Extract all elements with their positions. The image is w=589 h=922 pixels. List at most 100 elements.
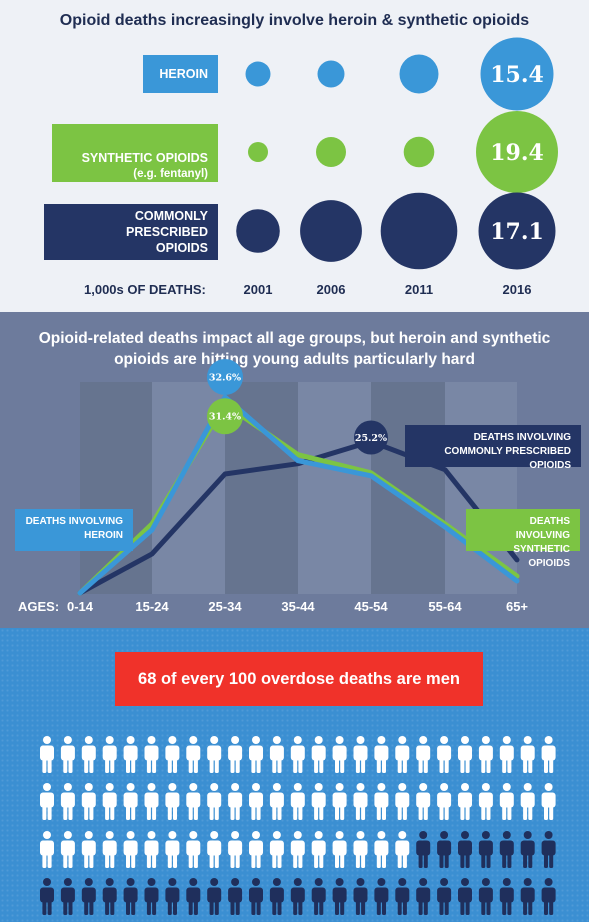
man-person-icon bbox=[458, 783, 472, 820]
bubble-0-2011 bbox=[399, 54, 439, 94]
age-band bbox=[298, 382, 371, 594]
man-person-icon bbox=[353, 736, 368, 773]
man-person-icon bbox=[207, 831, 222, 868]
age-tick-65plus: 65+ bbox=[505, 599, 529, 614]
man-person-icon bbox=[374, 831, 389, 868]
peak-marker-1 bbox=[207, 398, 243, 435]
woman-person-icon bbox=[478, 878, 493, 915]
man-person-icon bbox=[332, 783, 347, 820]
man-person-icon bbox=[228, 783, 243, 820]
man-person-icon bbox=[437, 736, 452, 773]
woman-person-icon bbox=[458, 878, 472, 915]
prescribed-label-text: COMMONLY PRESCRIBED OPIOIDS bbox=[126, 209, 208, 255]
peak-marker-0 bbox=[207, 359, 243, 395]
tag-synthetic: DEATHS INVOLVING SYNTHETIC OPIOIDS bbox=[466, 509, 580, 569]
man-person-icon bbox=[165, 831, 180, 868]
woman-person-icon bbox=[249, 878, 263, 915]
line-series-0 bbox=[77, 394, 520, 596]
man-person-icon bbox=[541, 783, 556, 820]
year-label-2011: 2011 bbox=[404, 282, 434, 297]
bubble-chart-section: Opioid deaths increasingly involve heroi… bbox=[0, 0, 589, 312]
woman-person-icon bbox=[40, 878, 54, 915]
woman-person-icon bbox=[81, 878, 96, 915]
man-person-icon bbox=[102, 831, 117, 868]
man-person-icon bbox=[353, 783, 368, 820]
man-person-icon bbox=[144, 831, 159, 868]
man-person-icon bbox=[416, 736, 431, 773]
line-plot: 32.6% 31.4% 25.2% bbox=[77, 359, 520, 596]
age-tick-0-14: 0-14 bbox=[66, 599, 94, 614]
man-person-icon bbox=[123, 736, 138, 773]
man-person-icon bbox=[353, 831, 368, 868]
woman-person-icon bbox=[520, 878, 535, 915]
man-person-icon bbox=[40, 736, 54, 773]
bubble-0-2016 bbox=[480, 37, 554, 111]
man-person-icon bbox=[311, 783, 326, 820]
bubble-2-2016 bbox=[478, 192, 556, 270]
bubble-1-2001 bbox=[248, 142, 268, 162]
age-line-chart-section: Opioid-related deaths impact all age gro… bbox=[0, 312, 589, 628]
man-person-icon bbox=[395, 831, 410, 868]
woman-person-icon bbox=[123, 878, 138, 915]
woman-person-icon bbox=[437, 831, 452, 868]
man-person-icon bbox=[290, 736, 305, 773]
section1-title: Opioid deaths increasingly involve heroi… bbox=[59, 12, 530, 29]
woman-person-icon bbox=[228, 878, 243, 915]
man-person-icon bbox=[207, 783, 222, 820]
people-pictogram bbox=[40, 736, 556, 915]
man-person-icon bbox=[290, 783, 305, 820]
woman-person-icon bbox=[374, 878, 389, 915]
man-person-icon bbox=[228, 736, 243, 773]
man-person-icon bbox=[81, 736, 96, 773]
man-person-icon bbox=[269, 736, 284, 773]
man-person-icon bbox=[60, 783, 75, 820]
bubble-value-0: 15.4 bbox=[490, 62, 544, 88]
woman-person-icon bbox=[541, 878, 556, 915]
woman-person-icon bbox=[311, 878, 326, 915]
woman-person-icon bbox=[290, 878, 305, 915]
peak-label-0: 32.6% bbox=[209, 373, 241, 384]
men-banner: 68 of every 100 overdose deaths are men bbox=[115, 652, 483, 706]
bubble-2-2006 bbox=[300, 200, 362, 262]
man-person-icon bbox=[144, 783, 159, 820]
man-person-icon bbox=[311, 831, 326, 868]
man-person-icon bbox=[478, 783, 493, 820]
man-person-icon bbox=[186, 783, 201, 820]
bubble-value-2: 17.1 bbox=[490, 219, 544, 245]
man-person-icon bbox=[60, 831, 75, 868]
man-person-icon bbox=[311, 736, 326, 773]
bubble-1-2016 bbox=[476, 111, 558, 193]
woman-person-icon bbox=[186, 878, 201, 915]
woman-person-icon bbox=[269, 878, 284, 915]
woman-person-icon bbox=[478, 831, 493, 868]
man-person-icon bbox=[81, 831, 96, 868]
man-person-icon bbox=[40, 831, 54, 868]
man-person-icon bbox=[499, 736, 514, 773]
age-tick-35-44: 35-44 bbox=[281, 599, 315, 614]
woman-person-icon bbox=[416, 831, 431, 868]
man-person-icon bbox=[374, 736, 389, 773]
man-person-icon bbox=[541, 736, 556, 773]
pictogram-section: 68 of every 100 overdose deaths are men bbox=[0, 628, 589, 922]
man-person-icon bbox=[228, 831, 243, 868]
man-person-icon bbox=[395, 783, 410, 820]
prescribed-label: COMMONLY PRESCRIBED OPIOIDS bbox=[44, 204, 218, 260]
line-series-2 bbox=[77, 439, 520, 596]
woman-person-icon bbox=[458, 831, 472, 868]
year-label-2016: 2016 bbox=[502, 282, 532, 297]
bubble-0-2006 bbox=[317, 60, 345, 88]
man-person-icon bbox=[81, 783, 96, 820]
man-person-icon bbox=[186, 736, 201, 773]
section2-title: Opioid-related deaths impact all age gro… bbox=[38, 330, 551, 368]
man-person-icon bbox=[269, 831, 284, 868]
synthetic-label-text: SYNTHETIC OPIOIDS bbox=[81, 151, 208, 165]
age-tick-15-24: 15-24 bbox=[135, 599, 169, 614]
bubble-2-2011 bbox=[380, 192, 458, 270]
bubble-1-2011 bbox=[403, 136, 435, 168]
man-person-icon bbox=[123, 783, 138, 820]
age-band bbox=[371, 382, 445, 594]
man-person-icon bbox=[249, 736, 263, 773]
man-person-icon bbox=[332, 831, 347, 868]
woman-person-icon bbox=[332, 878, 347, 915]
man-person-icon bbox=[40, 783, 54, 820]
